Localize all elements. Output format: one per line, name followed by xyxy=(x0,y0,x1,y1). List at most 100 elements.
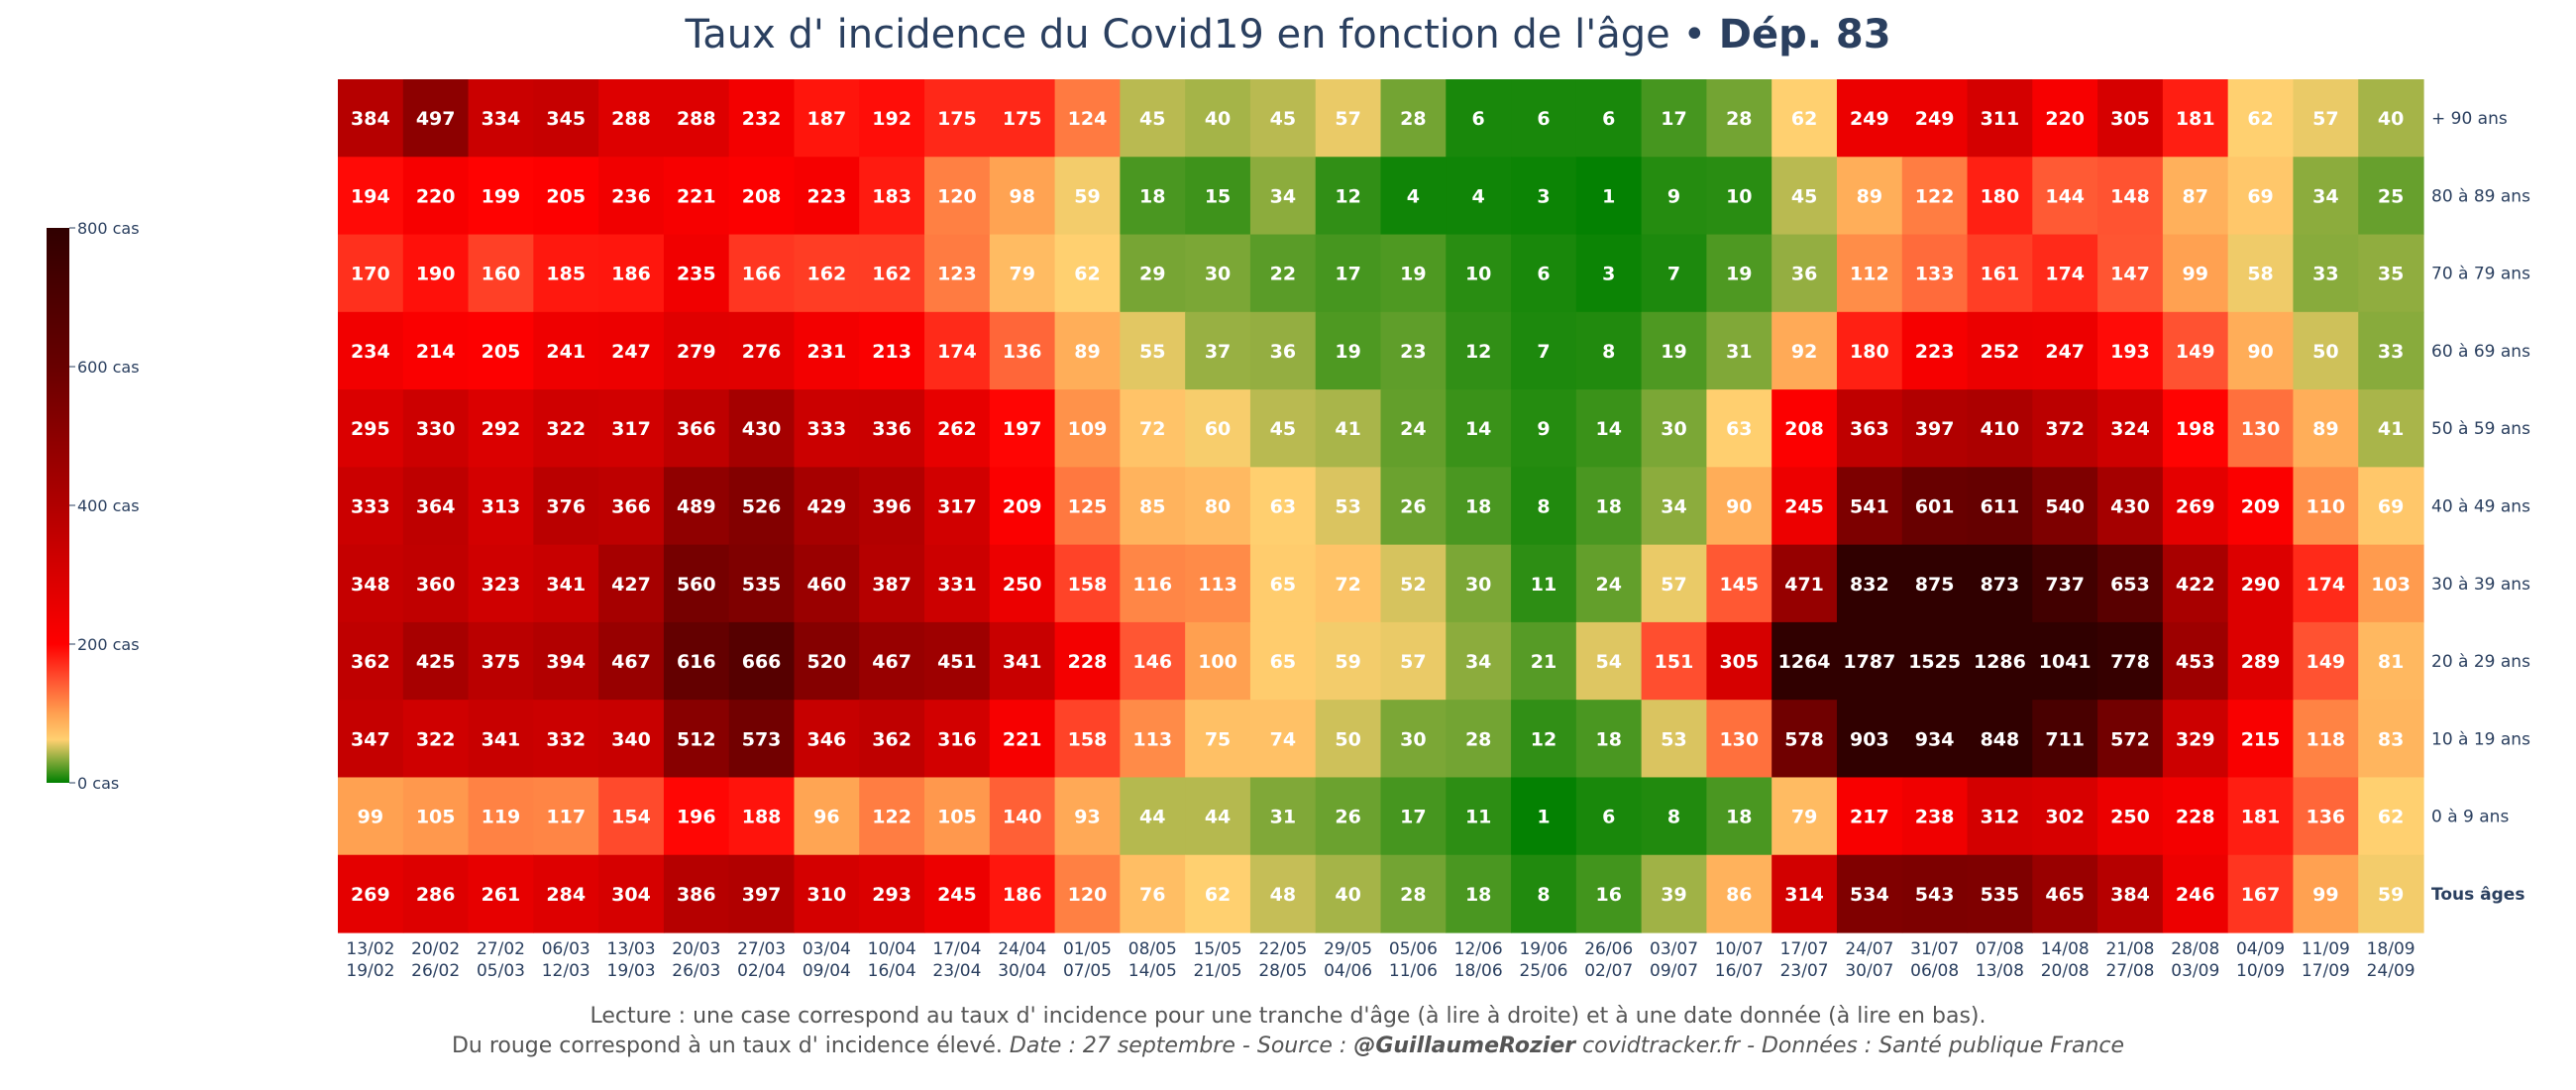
cell-value-label: 54 xyxy=(1596,651,1622,673)
cell-value-label: 41 xyxy=(2378,418,2404,440)
column-label-end: 23/04 xyxy=(932,961,981,981)
column-label-start: 19/06 xyxy=(1519,939,1567,959)
cell-value-label: 40 xyxy=(1335,884,1360,906)
cell-value-label: 23 xyxy=(1400,341,1426,363)
cell-value-label: 12 xyxy=(1465,341,1491,363)
column-label-end: 25/06 xyxy=(1519,961,1567,981)
heatmap-cell xyxy=(1446,311,1512,390)
heatmap-cell xyxy=(2227,777,2295,856)
cell-value-label: 122 xyxy=(872,807,912,828)
cell-value-label: 90 xyxy=(1726,496,1752,518)
heatmap-cell xyxy=(1249,311,1317,390)
heatmap-cell xyxy=(1120,777,1186,856)
cell-value-label: 187 xyxy=(807,108,847,130)
heatmap-cell xyxy=(1249,544,1317,623)
heatmap-cell xyxy=(1380,544,1447,623)
cell-value-label: 304 xyxy=(611,884,651,906)
heatmap-cell xyxy=(1380,389,1447,468)
heatmap-cell xyxy=(1836,621,1903,701)
heatmap-cell xyxy=(2293,467,2359,546)
heatmap-cell xyxy=(402,777,470,856)
column-label-start: 17/07 xyxy=(1780,939,1829,959)
cell-value-label: 666 xyxy=(742,651,782,673)
column-label-end: 14/05 xyxy=(1128,961,1177,981)
cell-value-label: 181 xyxy=(2241,807,2281,828)
cell-value-label: 130 xyxy=(2241,418,2281,440)
cell-value-label: 711 xyxy=(2045,728,2085,750)
chart-title-main: Taux d' incidence du Covid19 en fonction… xyxy=(684,12,1669,57)
heatmap-cell xyxy=(1315,311,1382,390)
column-label-end: 18/06 xyxy=(1454,961,1503,981)
cell-value-label: 778 xyxy=(2110,651,2150,673)
column-label-start: 15/05 xyxy=(1194,939,1242,959)
cell-value-label: 158 xyxy=(1068,574,1108,596)
cell-value-label: 79 xyxy=(1791,807,1817,828)
row-label: 10 à 19 ans xyxy=(2431,729,2530,749)
cell-value-label: 154 xyxy=(611,807,651,828)
heatmap-cell xyxy=(1575,311,1643,390)
heatmap-cell xyxy=(1967,777,2033,856)
heatmap-cell xyxy=(1054,700,1121,779)
heatmap-cell xyxy=(663,700,730,779)
cell-value-label: 63 xyxy=(1270,496,1296,518)
heatmap-cell xyxy=(663,389,730,468)
heatmap-cell xyxy=(1446,79,1512,158)
column-label-end: 16/07 xyxy=(1715,961,1764,981)
heatmap-cell xyxy=(2162,777,2229,856)
heatmap-cell xyxy=(2162,389,2229,468)
heatmap-cell xyxy=(468,311,534,390)
heatmap-cell xyxy=(1901,777,1969,856)
cell-value-label: 322 xyxy=(416,728,456,750)
heatmap-cell xyxy=(402,854,470,933)
heatmap-cell xyxy=(2162,854,2229,933)
cell-value-label: 236 xyxy=(611,185,651,207)
heatmap-cell xyxy=(468,389,534,468)
cell-value-label: 397 xyxy=(1915,418,1955,440)
cell-value-label: 103 xyxy=(2371,574,2411,596)
cell-value-label: 430 xyxy=(2110,496,2150,518)
heatmap-cell xyxy=(1120,234,1186,313)
heatmap-cell xyxy=(1641,157,1708,236)
cell-value-label: 180 xyxy=(1850,341,1889,363)
column-label-start: 26/06 xyxy=(1584,939,1633,959)
heatmap-cell xyxy=(924,854,991,933)
column-label-start: 05/06 xyxy=(1389,939,1438,959)
cell-value-label: 136 xyxy=(1003,341,1042,363)
column-label-end: 16/04 xyxy=(868,961,916,981)
cell-value-label: 90 xyxy=(2247,341,2273,363)
cell-value-label: 17 xyxy=(1661,108,1686,130)
heatmap-cell xyxy=(1446,700,1512,779)
cell-value-label: 12 xyxy=(1335,185,1360,207)
heatmap-cell xyxy=(1249,79,1317,158)
heatmap-cell xyxy=(1185,777,1251,856)
cell-value-label: 934 xyxy=(1915,728,1955,750)
heatmap-cell xyxy=(2227,467,2295,546)
heatmap-cell xyxy=(1185,700,1251,779)
cell-value-label: 105 xyxy=(416,807,456,828)
cell-value-label: 394 xyxy=(546,651,586,673)
column-label-end: 06/08 xyxy=(1910,961,1959,981)
cell-value-label: 140 xyxy=(1003,807,1042,828)
heatmap-cell xyxy=(1641,79,1708,158)
cell-value-label: 113 xyxy=(1198,574,1237,596)
column-label-start: 06/03 xyxy=(542,939,590,959)
cell-value-label: 15 xyxy=(1205,185,1231,207)
cell-value-label: 34 xyxy=(1661,496,1686,518)
cell-value-label: 40 xyxy=(2378,108,2404,130)
cell-value-label: 188 xyxy=(742,807,782,828)
cell-value-label: 69 xyxy=(2378,496,2404,518)
cell-value-label: 28 xyxy=(1726,108,1752,130)
heatmap-cell xyxy=(1836,234,1903,313)
cell-value-label: 261 xyxy=(482,884,521,906)
cell-value-label: 375 xyxy=(482,651,521,673)
row-label: 80 à 89 ans xyxy=(2431,186,2530,206)
column-label-end: 21/05 xyxy=(1194,961,1242,981)
cell-value-label: 166 xyxy=(742,264,782,285)
heatmap-cell xyxy=(859,467,925,546)
cell-value-label: 93 xyxy=(1074,807,1100,828)
heatmap-cell xyxy=(728,79,796,158)
cell-value-label: 387 xyxy=(872,574,912,596)
heatmap-cell xyxy=(468,544,534,623)
cell-value-label: 560 xyxy=(677,574,716,596)
heatmap-cell xyxy=(1706,389,1772,468)
